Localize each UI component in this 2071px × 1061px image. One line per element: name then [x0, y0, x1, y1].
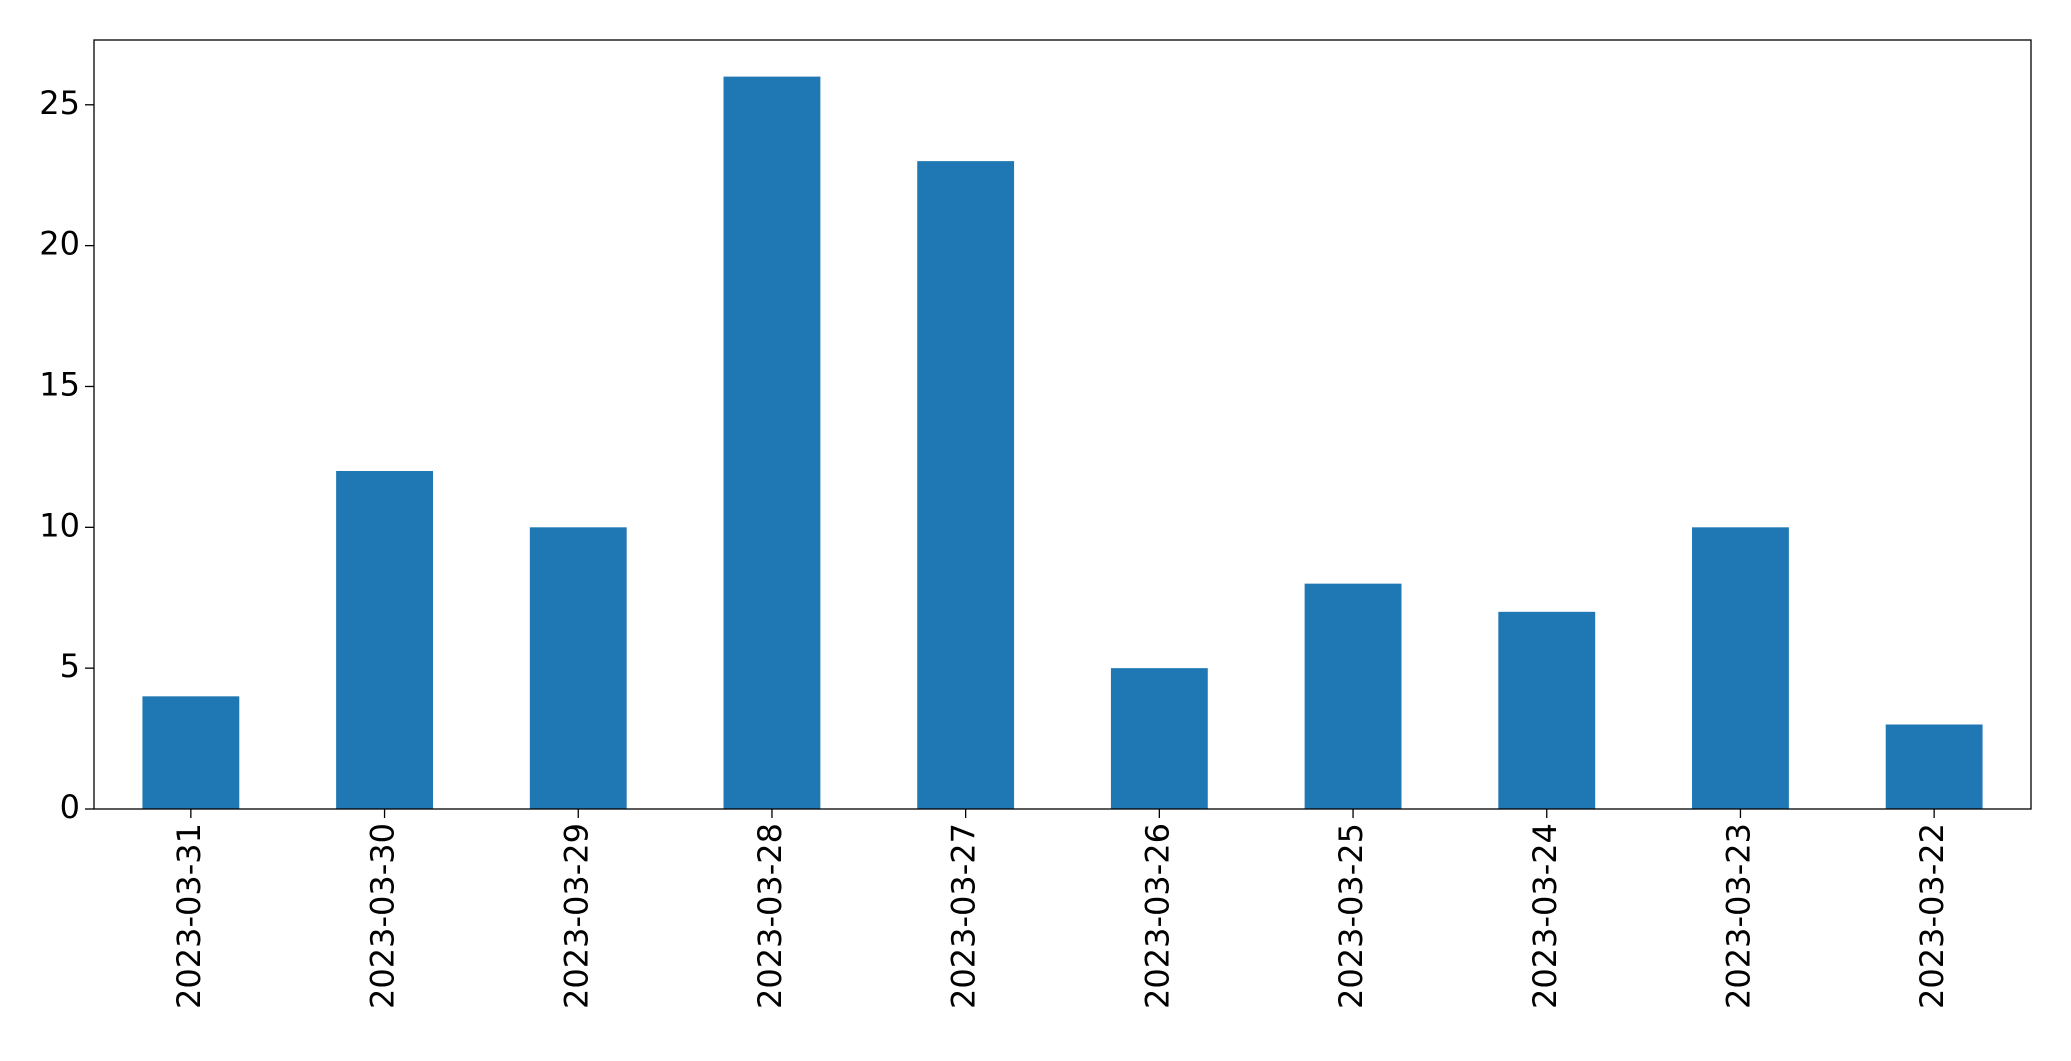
y-tick-label: 0	[60, 788, 80, 826]
x-tick-label: 2023-03-31	[170, 823, 208, 1009]
x-tick-label: 2023-03-26	[1138, 823, 1176, 1009]
x-tick-label: 2023-03-23	[1719, 823, 1757, 1009]
bar	[336, 470, 433, 809]
x-tick-label: 2023-03-28	[751, 823, 789, 1009]
bar	[723, 76, 821, 810]
y-tick-label: 5	[60, 647, 80, 685]
bar	[1692, 527, 1789, 809]
x-tick-label: 2023-03-29	[557, 823, 595, 1009]
x-tick-label: 2023-03-25	[1332, 823, 1370, 1009]
bar	[1885, 724, 1983, 809]
x-tick-label: 2023-03-24	[1526, 823, 1564, 1009]
y-tick-label: 10	[39, 506, 80, 544]
bar	[529, 527, 627, 809]
plot-frame	[93, 39, 2032, 810]
bar	[917, 161, 1015, 810]
bar	[142, 696, 240, 809]
bar	[1110, 668, 1208, 809]
y-tick-label: 20	[39, 225, 80, 263]
x-tick-label: 2023-03-30	[364, 823, 402, 1009]
y-tick-label: 25	[39, 84, 80, 122]
x-tick-label: 2023-03-27	[945, 823, 983, 1009]
bar	[1304, 583, 1402, 809]
y-tick-label: 15	[39, 365, 80, 403]
bar	[1498, 611, 1596, 809]
x-tick-label: 2023-03-22	[1913, 823, 1951, 1009]
